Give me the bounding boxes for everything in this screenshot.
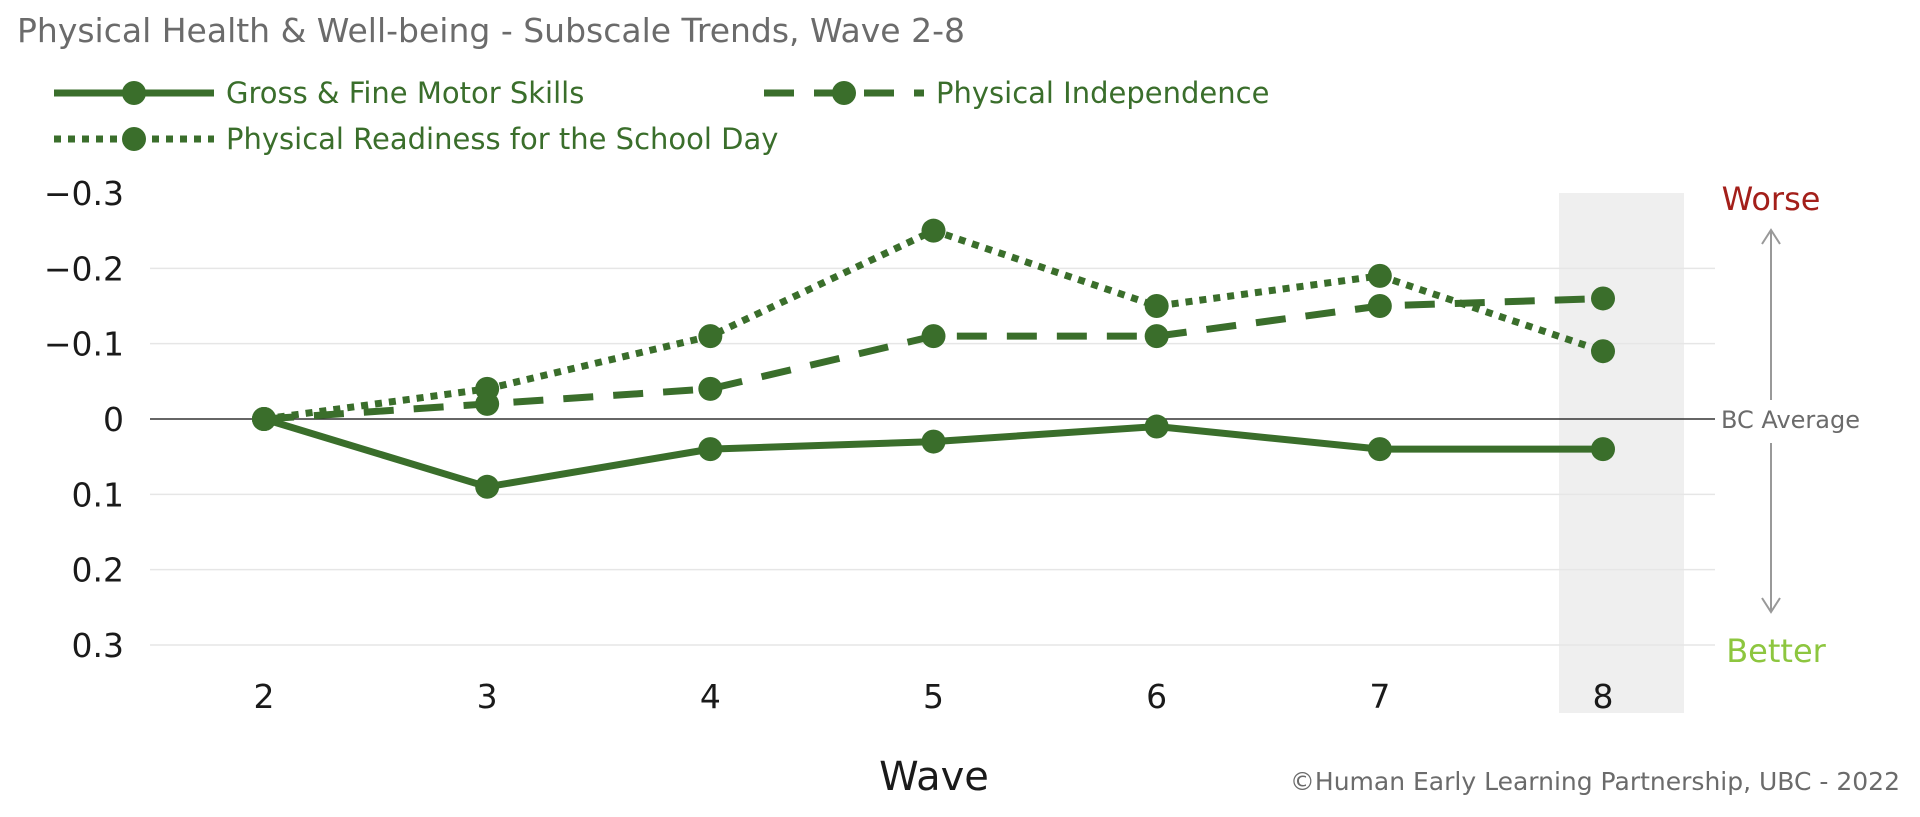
legend-label: Physical Independence <box>936 76 1269 110</box>
series-group <box>252 218 1615 499</box>
x-axis: 2 3 4 5 6 7 8 <box>254 677 1614 716</box>
x-tick-label: 2 <box>254 677 275 716</box>
data-point <box>1367 263 1392 288</box>
legend-marker <box>122 127 146 151</box>
data-point <box>1144 324 1169 349</box>
x-tick-label: 6 <box>1146 677 1167 716</box>
chart-title: Physical Health & Well-being - Subscale … <box>17 11 965 50</box>
series-physical-independence <box>252 286 1615 431</box>
data-point <box>1367 437 1392 462</box>
data-point <box>1144 294 1169 318</box>
worse-arrow <box>1761 228 1781 400</box>
x-tick-label: 8 <box>1593 677 1614 716</box>
legend-item-physical-independence: Physical Independence <box>764 76 1269 110</box>
highlight-band <box>1559 193 1684 713</box>
y-tick-label: 0.1 <box>72 475 124 514</box>
y-axis: −0.3 −0.2 −0.1 0 0.1 0.2 0.3 <box>44 174 124 665</box>
data-point <box>921 429 946 454</box>
bc-average-label: BC Average <box>1721 406 1860 434</box>
y-tick-label: 0 <box>103 400 124 439</box>
data-point <box>1591 286 1615 311</box>
y-tick-label: 0.3 <box>72 626 124 665</box>
legend-label: Gross & Fine Motor Skills <box>226 76 584 110</box>
y-tick-label: −0.2 <box>44 249 124 288</box>
y-tick-label: −0.1 <box>44 325 124 364</box>
legend-item-physical-readiness-for-the-school-day: Physical Readiness for the School Day <box>54 122 778 156</box>
data-point <box>921 324 946 349</box>
data-point <box>1367 294 1392 318</box>
x-tick-label: 4 <box>700 677 721 716</box>
worse-label: Worse <box>1722 180 1821 218</box>
data-point <box>698 324 723 349</box>
legend-item-gross-fine-motor-skills: Gross & Fine Motor Skills <box>54 76 584 110</box>
legend-label: Physical Readiness for the School Day <box>226 122 778 156</box>
x-tick-label: 7 <box>1369 677 1390 716</box>
x-axis-label: Wave <box>879 754 989 800</box>
legend-marker <box>832 81 856 105</box>
better-label: Better <box>1726 632 1826 670</box>
x-tick-label: 3 <box>477 677 498 716</box>
data-point <box>1591 437 1615 462</box>
data-point <box>698 376 723 401</box>
data-point <box>252 407 276 431</box>
legend: Gross & Fine Motor Skills Physical Indepe… <box>54 76 1269 156</box>
series-line <box>263 294 1604 423</box>
data-point <box>698 437 723 462</box>
series-gross-fine-motor-skills <box>252 407 1615 499</box>
legend-marker <box>122 81 146 105</box>
x-tick-label: 5 <box>923 677 944 716</box>
series-physical-readiness-for-the-school-day <box>252 218 1615 431</box>
y-tick-label: 0.2 <box>72 551 124 590</box>
data-point <box>921 218 946 243</box>
grid <box>150 267 1715 646</box>
data-point <box>475 474 500 499</box>
data-point <box>1591 339 1615 364</box>
better-arrow <box>1761 443 1781 614</box>
data-point <box>1144 414 1169 439</box>
data-point <box>475 376 500 401</box>
copyright-notice: ©Human Early Learning Partnership, UBC -… <box>1290 767 1900 796</box>
y-tick-label: −0.3 <box>44 174 124 213</box>
